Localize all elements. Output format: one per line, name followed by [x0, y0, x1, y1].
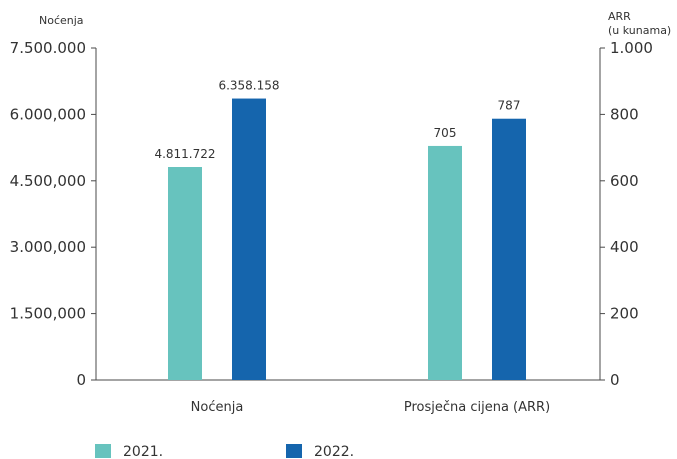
right-axis-ticks: 0 200 400 600 800 1.000	[600, 39, 653, 389]
left-axis-tick-label: 6.000,000	[10, 105, 86, 123]
right-axis-title-line-2: (u kunama)	[608, 24, 671, 37]
category-labels: Noćenja Prosječna cijena (ARR)	[191, 400, 550, 415]
right-axis-tick-label: 0	[610, 371, 620, 389]
category-label: Noćenja	[191, 400, 244, 415]
bar	[232, 98, 266, 381]
legend-label: 2022.	[314, 444, 354, 459]
left-axis-tick-label: 7.500.000	[10, 39, 86, 57]
right-axis-title-line-1: ARR	[608, 10, 631, 23]
bar	[168, 167, 202, 380]
left-axis-ticks: 0 1.500,000 3.000,000 4.500,000 6.000,000 7.5…	[10, 39, 96, 389]
right-axis-tick-label: 400	[610, 238, 639, 256]
left-axis-tick-label: 3.000,000	[10, 238, 86, 256]
legend-swatch	[286, 444, 302, 458]
right-axis-tick-label: 800	[610, 105, 639, 123]
bar	[492, 118, 526, 380]
right-axis-tick-label: 1.000	[610, 39, 653, 57]
bar-data-label: 6.358.158	[218, 79, 279, 93]
bar-data-label: 787	[498, 99, 521, 113]
legend: 2021. 2022.	[95, 444, 354, 459]
category-label: Prosječna cijena (ARR)	[404, 400, 550, 415]
left-axis-tick-label: 1.500,000	[10, 305, 86, 323]
legend-label: 2021.	[123, 444, 163, 459]
left-axis-title: Noćenja	[39, 14, 84, 27]
right-axis-tick-label: 200	[610, 305, 639, 323]
bar-data-label: 4.811.722	[154, 147, 215, 161]
left-axis-tick-label: 0	[76, 371, 86, 389]
right-axis-tick-label: 600	[610, 172, 639, 190]
left-axis-tick-label: 4.500,000	[10, 172, 86, 190]
bar	[428, 145, 462, 380]
bars: 4.811.722 6.358.158 705 787	[154, 79, 526, 381]
bar-data-label: 705	[434, 126, 457, 140]
legend-swatch	[95, 444, 111, 458]
